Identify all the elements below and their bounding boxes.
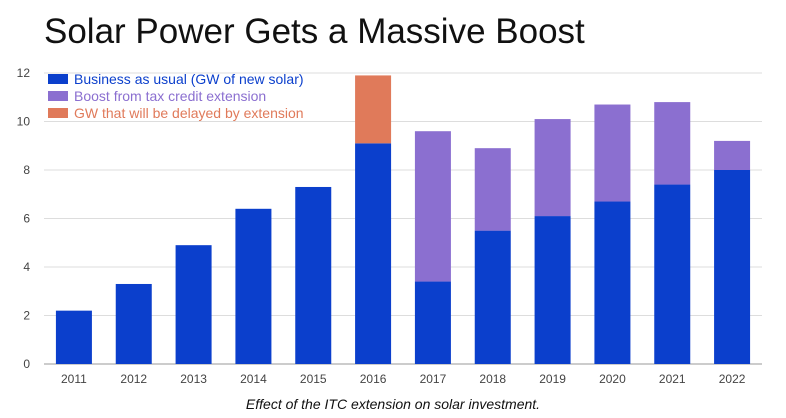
bar-segment — [175, 245, 212, 364]
bar-segment — [534, 216, 571, 364]
legend-swatch — [48, 108, 68, 118]
bar-segment — [235, 208, 272, 364]
bar-segment — [414, 131, 451, 282]
chart-caption: Effect of the ITC extension on solar inv… — [245, 396, 541, 412]
bar-segment — [654, 102, 691, 185]
bar-segment — [295, 186, 332, 364]
x-tick-label: 2017 — [420, 372, 447, 386]
legend-swatch — [48, 74, 68, 84]
y-tick-label: 4 — [23, 260, 30, 274]
bar-segment — [714, 170, 751, 364]
bar-segment — [474, 230, 511, 364]
y-tick-label: 0 — [23, 357, 30, 371]
bars — [55, 75, 751, 364]
bar-segment — [115, 283, 152, 364]
y-tick-label: 12 — [17, 66, 31, 80]
x-tick-label: 2012 — [120, 372, 147, 386]
legend-label: Business as usual (GW of new solar) — [74, 71, 304, 87]
bar-segment — [414, 281, 451, 364]
y-tick-label: 2 — [23, 309, 30, 323]
x-tick-label: 2021 — [659, 372, 686, 386]
bar-segment — [594, 104, 631, 202]
x-tick-label: 2013 — [180, 372, 207, 386]
x-tick-label: 2011 — [61, 372, 87, 386]
y-tick-label: 6 — [23, 212, 30, 226]
x-tick-label: 2015 — [300, 372, 327, 386]
bar-segment — [474, 148, 511, 231]
bar-segment — [55, 310, 92, 364]
bar-segment — [355, 143, 392, 364]
bar-segment — [534, 119, 571, 217]
y-axis-ticks: 0 2 4 6 8 10 12 — [17, 66, 31, 371]
x-tick-label: 2022 — [719, 372, 746, 386]
bar-segment — [714, 140, 751, 170]
x-tick-label: 2014 — [240, 372, 267, 386]
y-tick-label: 10 — [17, 115, 31, 129]
x-tick-label: 2018 — [479, 372, 506, 386]
legend-swatch — [48, 91, 68, 101]
legend-label: GW that will be delayed by extension — [74, 105, 304, 121]
bar-segment — [654, 184, 691, 364]
bar-segment — [594, 201, 631, 364]
legend: Business as usual (GW of new solar)Boost… — [48, 71, 304, 121]
bar-segment — [355, 75, 392, 144]
gridlines — [44, 72, 762, 365]
x-tick-label: 2020 — [599, 372, 626, 386]
x-tick-label: 2019 — [539, 372, 566, 386]
x-tick-label: 2016 — [360, 372, 387, 386]
legend-label: Boost from tax credit extension — [74, 88, 266, 104]
chart-title: Solar Power Gets a Massive Boost — [44, 12, 585, 51]
y-tick-label: 8 — [23, 163, 30, 177]
x-axis-ticks: 2011 2012 2013 2014 2015 2016 2017 2018 2019 2020… — [61, 372, 746, 386]
